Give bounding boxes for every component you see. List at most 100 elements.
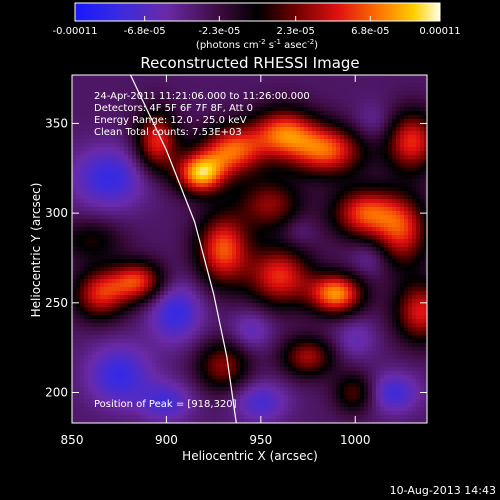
heatmap-cell <box>152 135 157 140</box>
heatmap-cell <box>72 415 77 420</box>
heatmap-cell <box>124 399 129 404</box>
heatmap-cell <box>100 319 105 324</box>
heatmap-cell <box>220 123 225 128</box>
heatmap-cell <box>124 287 129 292</box>
heatmap-cell <box>256 75 261 80</box>
heatmap-cell <box>128 243 133 248</box>
heatmap-cell <box>136 219 141 224</box>
heatmap-cell <box>280 79 285 84</box>
heatmap-cell <box>152 419 157 423</box>
heatmap-cell <box>144 139 149 144</box>
heatmap-cell <box>180 247 185 252</box>
heatmap-cell <box>88 223 93 228</box>
heatmap-cell <box>92 415 97 420</box>
heatmap-cell <box>264 79 269 84</box>
heatmap-cell <box>236 303 241 308</box>
heatmap-cell <box>104 179 109 184</box>
heatmap-cell <box>76 247 81 252</box>
heatmap-cell <box>180 251 185 256</box>
heatmap-cell <box>144 251 149 256</box>
heatmap-cell <box>108 119 113 124</box>
heatmap-cell <box>172 307 177 312</box>
heatmap-cell <box>96 311 101 316</box>
heatmap-cell <box>220 91 225 96</box>
heatmap-cell <box>156 335 161 340</box>
heatmap-cell <box>164 263 169 268</box>
heatmap-cell <box>272 327 277 332</box>
heatmap-cell <box>180 355 185 360</box>
heatmap-cell <box>264 143 269 148</box>
heatmap-cell <box>76 119 81 124</box>
heatmap-cell <box>280 383 285 388</box>
heatmap-cell <box>124 247 129 252</box>
heatmap-cell <box>284 131 289 136</box>
heatmap-cell <box>120 83 125 88</box>
heatmap-cell <box>284 263 289 268</box>
heatmap-cell <box>136 283 141 288</box>
heatmap-cell <box>116 235 121 240</box>
heatmap-cell <box>216 131 221 136</box>
heatmap-cell <box>248 183 253 188</box>
heatmap-cell <box>172 115 177 120</box>
heatmap-cell <box>260 155 265 160</box>
heatmap-cell <box>232 399 237 404</box>
heatmap-cell <box>284 383 289 388</box>
heatmap-cell <box>268 199 273 204</box>
heatmap-cell <box>224 143 229 148</box>
heatmap-cell <box>176 251 181 256</box>
heatmap-cell <box>248 411 253 416</box>
heatmap-cell <box>272 407 277 412</box>
heatmap-cell <box>100 87 105 92</box>
heatmap-cell <box>244 343 249 348</box>
heatmap-cell <box>136 239 141 244</box>
heatmap-cell <box>172 303 177 308</box>
heatmap-cell <box>224 251 229 256</box>
heatmap-cell <box>192 191 197 196</box>
heatmap-cell <box>244 259 249 264</box>
heatmap-cell <box>292 355 297 360</box>
heatmap-cell <box>288 179 293 184</box>
heatmap-cell <box>92 159 97 164</box>
heatmap-cell <box>296 103 301 108</box>
heatmap-cell <box>288 211 293 216</box>
heatmap-cell <box>76 155 81 160</box>
heatmap-cell <box>92 223 97 228</box>
heatmap-cell <box>116 395 121 400</box>
heatmap-cell <box>76 383 81 388</box>
heatmap-cell <box>152 311 157 316</box>
heatmap-cell <box>288 75 293 80</box>
heatmap-cell <box>268 391 273 396</box>
colorbar-tick-label: 0.00011 <box>419 26 460 37</box>
heatmap-cell <box>176 243 181 248</box>
heatmap-cell <box>72 411 77 416</box>
heatmap-cell <box>136 115 141 120</box>
heatmap-cell <box>140 319 145 324</box>
heatmap-cell <box>288 271 293 276</box>
heatmap-cell <box>132 199 137 204</box>
heatmap-cell <box>128 159 133 164</box>
heatmap-cell <box>168 351 173 356</box>
heatmap-cell <box>252 171 257 176</box>
heatmap-cell <box>180 263 185 268</box>
heatmap-cell <box>216 199 221 204</box>
heatmap-cell <box>84 115 89 120</box>
heatmap-cell <box>84 123 89 128</box>
heatmap-cell <box>80 227 85 232</box>
heatmap-cell <box>156 179 161 184</box>
heatmap-cell <box>164 315 169 320</box>
heatmap-cell <box>232 219 237 224</box>
heatmap-cell <box>108 155 113 160</box>
heatmap-cell <box>92 207 97 212</box>
heatmap-cell <box>100 147 105 152</box>
heatmap-cell <box>268 419 273 423</box>
heatmap-cell <box>268 195 273 200</box>
heatmap-cell <box>180 231 185 236</box>
heatmap-cell <box>96 175 101 180</box>
heatmap-cell <box>84 279 89 284</box>
heatmap-cell <box>280 327 285 332</box>
heatmap-cell <box>264 367 269 372</box>
heatmap-cell <box>84 135 89 140</box>
heatmap-cell <box>220 347 225 352</box>
heatmap-cell <box>256 247 261 252</box>
heatmap-cell <box>268 271 273 276</box>
